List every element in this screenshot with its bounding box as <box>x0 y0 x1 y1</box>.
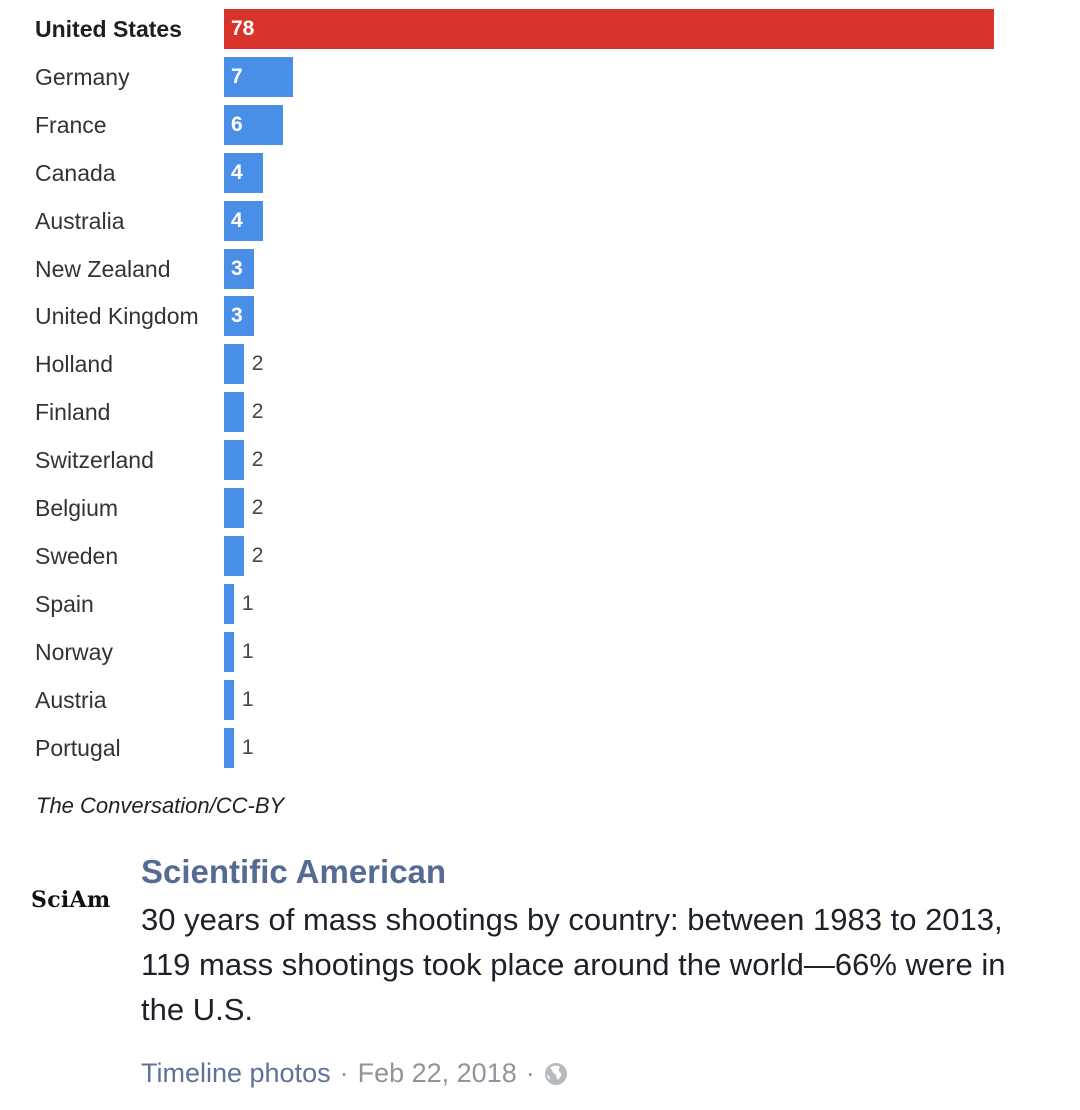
bar-label: Holland <box>35 351 113 378</box>
post-meta: Timeline photos · Feb 22, 2018 · <box>141 1058 568 1089</box>
bar <box>224 296 254 337</box>
bar-value-label: 1 <box>241 591 254 615</box>
bar-value-label: 7 <box>231 64 243 88</box>
bar-value-label: 2 <box>251 448 264 472</box>
bar-value-label: 3 <box>231 304 243 328</box>
bar <box>224 104 284 145</box>
bar-label: France <box>35 111 107 138</box>
bar <box>224 535 244 576</box>
bar <box>224 583 234 624</box>
bar-value-label: 4 <box>231 160 243 184</box>
chart-credit: The Conversation/CC-BY <box>36 793 285 818</box>
bar-value-label: 78 <box>231 17 255 40</box>
bar <box>224 727 234 768</box>
post-date[interactable]: Feb 22, 2018 <box>357 1058 517 1088</box>
bar-label: Canada <box>35 159 116 186</box>
globe-icon <box>544 1062 568 1086</box>
bar <box>224 488 244 528</box>
bar-value-label: 2 <box>251 543 264 567</box>
bar-label: United States <box>35 16 182 42</box>
bar-value-label: 2 <box>251 352 264 376</box>
bar-value-label: 1 <box>241 687 254 711</box>
bar-label: Finland <box>35 399 111 426</box>
bar-value-label: 1 <box>241 639 254 663</box>
bar-label: Germany <box>35 63 130 90</box>
bar-value-label: 2 <box>251 496 264 519</box>
bar-label: Sweden <box>35 542 119 569</box>
bar <box>224 631 234 672</box>
post-text: 30 years of mass shootings by country: b… <box>141 902 1006 1027</box>
bar-label: Portugal <box>35 734 121 761</box>
bar <box>224 152 264 193</box>
page-name-link[interactable]: Scientific American <box>141 853 447 890</box>
bar-label: Norway <box>35 638 113 665</box>
bar-label: United Kingdom <box>35 303 199 330</box>
bar-label: Australia <box>35 207 125 234</box>
post-card: SciAm Scientific American 30 years of ma… <box>0 845 1080 1110</box>
bar-label: Belgium <box>35 495 119 521</box>
bar <box>224 9 994 49</box>
meta-separator: · <box>339 1058 349 1088</box>
bar-value-label: 1 <box>241 735 254 759</box>
bar-value-label: 4 <box>231 208 243 232</box>
bar-chart: United States 78 Germany 7 France 6 Canada 4 Aus… <box>35 9 994 768</box>
bar-label: Switzerland <box>35 447 154 474</box>
bar-label: New Zealand <box>35 255 171 282</box>
timeline-photos-link[interactable]: Timeline photos <box>141 1058 331 1088</box>
bar <box>224 679 234 720</box>
bar <box>224 248 254 289</box>
bar <box>224 440 244 481</box>
bar <box>224 344 244 385</box>
bar-label: Austria <box>35 686 107 713</box>
bar <box>224 392 244 433</box>
bar-value-label: 3 <box>231 256 243 280</box>
bar-value-label: 6 <box>231 112 243 136</box>
bar-label: Spain <box>35 590 94 617</box>
page-logo[interactable]: SciAm <box>31 887 111 913</box>
meta-separator: · <box>525 1058 535 1088</box>
bar <box>224 200 264 241</box>
bar <box>224 56 294 97</box>
bar-value-label: 2 <box>251 400 264 424</box>
